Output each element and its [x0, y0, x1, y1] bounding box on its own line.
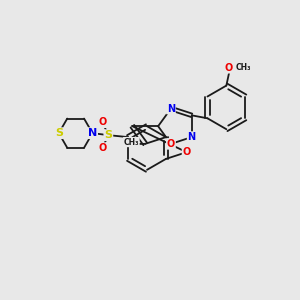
Text: N: N: [167, 103, 175, 114]
Text: O: O: [182, 147, 191, 157]
Text: O: O: [167, 139, 175, 149]
Text: S: S: [55, 128, 63, 138]
Text: S: S: [104, 130, 112, 140]
Text: O: O: [98, 117, 106, 127]
Text: CH₃: CH₃: [124, 138, 139, 147]
Text: O: O: [224, 63, 232, 73]
Text: N: N: [88, 128, 97, 138]
Text: O: O: [98, 143, 106, 153]
Text: CH₃: CH₃: [235, 63, 251, 72]
Text: N: N: [188, 132, 196, 142]
